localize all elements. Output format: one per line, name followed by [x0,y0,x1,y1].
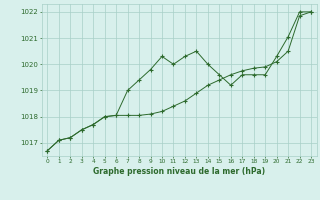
X-axis label: Graphe pression niveau de la mer (hPa): Graphe pression niveau de la mer (hPa) [93,167,265,176]
